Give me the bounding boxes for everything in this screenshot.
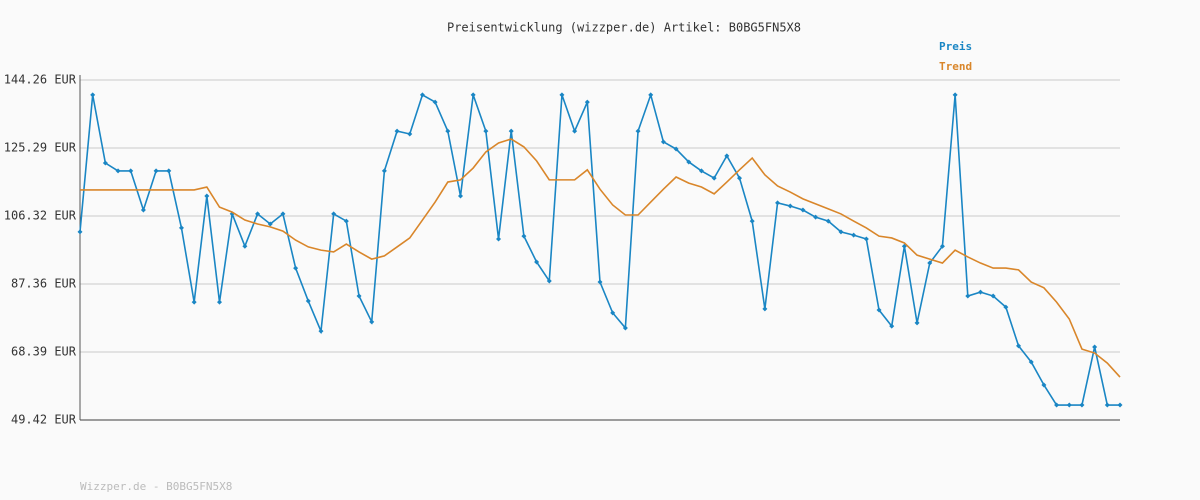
point xyxy=(1016,343,1022,349)
point xyxy=(635,128,641,134)
point xyxy=(305,298,311,304)
point xyxy=(686,159,692,165)
point xyxy=(166,168,172,174)
point xyxy=(356,293,362,299)
point xyxy=(115,168,121,174)
point xyxy=(318,328,324,334)
point xyxy=(597,279,603,285)
point xyxy=(673,146,679,152)
point xyxy=(280,211,286,217)
point xyxy=(711,175,717,181)
point xyxy=(749,218,755,224)
y-tick-label: 68.39 EUR xyxy=(11,344,77,358)
point xyxy=(178,225,184,231)
point xyxy=(825,218,831,224)
point xyxy=(1104,402,1110,408)
point xyxy=(610,310,616,316)
chart-title: Preisentwicklung (wizzper.de) Artikel: B… xyxy=(447,21,801,35)
point xyxy=(698,168,704,174)
point xyxy=(737,175,743,181)
point xyxy=(1028,359,1034,365)
point xyxy=(1079,402,1085,408)
point xyxy=(419,92,425,98)
point xyxy=(242,243,248,249)
point xyxy=(584,99,590,105)
point xyxy=(204,193,210,199)
point xyxy=(965,293,971,299)
point xyxy=(660,139,666,145)
point xyxy=(1054,402,1060,408)
y-tick-label: 49.42 EUR xyxy=(11,413,77,427)
point xyxy=(1066,402,1072,408)
point xyxy=(381,168,387,174)
point xyxy=(800,207,806,213)
point xyxy=(762,306,768,312)
point xyxy=(990,293,996,299)
point xyxy=(1092,344,1098,350)
point xyxy=(128,168,134,174)
point xyxy=(496,236,502,242)
point xyxy=(407,131,413,137)
point xyxy=(217,299,223,305)
point xyxy=(191,299,197,305)
point xyxy=(457,193,463,199)
point xyxy=(534,259,540,265)
point xyxy=(914,320,920,326)
y-tick-label: 106.32 EUR xyxy=(4,209,77,223)
point xyxy=(90,92,96,98)
series-line xyxy=(80,138,1121,378)
point xyxy=(775,200,781,206)
point xyxy=(622,325,628,331)
point xyxy=(508,128,514,134)
point xyxy=(470,92,476,98)
point xyxy=(255,211,261,217)
point xyxy=(927,260,933,266)
point xyxy=(889,323,895,329)
y-tick-label: 125.29 EUR xyxy=(4,141,77,155)
point xyxy=(813,214,819,220)
point xyxy=(394,128,400,134)
point xyxy=(153,168,159,174)
point xyxy=(876,307,882,313)
point xyxy=(572,128,578,134)
point xyxy=(863,236,869,242)
point xyxy=(293,265,299,271)
point xyxy=(77,229,83,235)
point xyxy=(1041,382,1047,388)
point xyxy=(559,92,565,98)
point xyxy=(648,92,654,98)
point xyxy=(267,221,273,227)
point xyxy=(483,128,489,134)
legend-label: Preis xyxy=(939,40,972,53)
point xyxy=(331,211,337,217)
legend-label: Trend xyxy=(939,60,972,73)
point xyxy=(939,243,945,249)
point xyxy=(952,92,958,98)
point xyxy=(851,232,857,238)
point xyxy=(1117,402,1123,408)
point xyxy=(445,128,451,134)
point xyxy=(432,99,438,105)
point xyxy=(787,203,793,209)
point xyxy=(977,289,983,295)
point xyxy=(102,160,108,166)
point xyxy=(140,207,146,213)
point xyxy=(343,218,349,224)
point xyxy=(521,233,527,239)
point xyxy=(546,278,552,284)
point xyxy=(1003,304,1009,310)
point xyxy=(724,153,730,159)
y-tick-label: 144.26 EUR xyxy=(4,73,77,87)
footer: Wizzper.de - B0BG5FN5X8 xyxy=(80,480,232,493)
point xyxy=(838,229,844,235)
point xyxy=(369,319,375,325)
y-tick-label: 87.36 EUR xyxy=(11,276,77,290)
